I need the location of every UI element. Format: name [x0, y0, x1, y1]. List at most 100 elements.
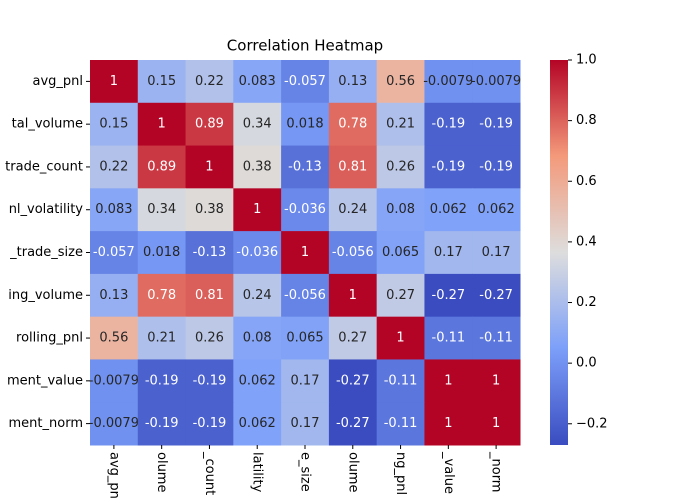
heat-cell: [137, 316, 187, 360]
heat-cell: [472, 145, 521, 189]
heat-cell: [185, 60, 234, 104]
heat-cell: [424, 231, 473, 275]
heat-cell: [185, 145, 234, 189]
heat-cell: [281, 102, 330, 147]
heat-cell: [233, 359, 282, 403]
heat-cell: [328, 316, 378, 360]
colorbar-tick-label: 0.8: [576, 113, 597, 128]
heat-cell: [137, 188, 187, 232]
cell-label: 0.08: [243, 331, 272, 346]
cell-label: 0.17: [291, 416, 320, 431]
heat-cell: [424, 402, 473, 446]
cell-label: 0.78: [147, 288, 176, 303]
y-tick-label: _trade_size: [9, 245, 83, 260]
heat-cell: [424, 316, 473, 360]
cell-label: 1: [349, 288, 357, 303]
heat-cell: [328, 60, 378, 104]
cell-label: -0.27: [479, 288, 513, 303]
cell-label: 0.15: [99, 117, 128, 132]
y-tick-label: tal_volume: [12, 117, 83, 132]
heat-cell: [185, 231, 234, 275]
heat-cell: [281, 145, 330, 189]
cell-label: -0.0079: [471, 74, 521, 89]
heat-cell: [185, 316, 234, 360]
colorbar-tick-label: 0.0: [576, 356, 597, 371]
x-tick-label: ng_pnl: [393, 452, 408, 495]
cell-label: -0.0079: [89, 416, 139, 431]
cell-label: 0.89: [147, 159, 176, 174]
heat-cell: [376, 231, 425, 275]
heat-cell: [472, 316, 521, 360]
heat-cell: [185, 188, 234, 232]
heat-cell: [328, 188, 378, 232]
cell-label: 0.81: [195, 288, 224, 303]
x-tick-label: olume: [154, 452, 169, 492]
cell-label: 0.26: [195, 331, 224, 346]
cell-label: 0.78: [338, 117, 367, 132]
cell-label: 0.17: [434, 245, 463, 260]
cell-label: -0.19: [479, 159, 513, 174]
heat-cell: [233, 231, 282, 275]
y-tick-label: ing_volume: [8, 288, 83, 303]
y-tick-label: trade_count: [5, 159, 83, 174]
cell-label: 0.062: [239, 416, 276, 431]
heat-cell: [281, 60, 330, 104]
cell-label: -0.13: [288, 159, 322, 174]
cell-label: -0.27: [432, 288, 466, 303]
heat-cell: [281, 402, 330, 446]
x-tick-label: olume: [345, 452, 360, 492]
heat-cell: [472, 359, 521, 403]
heat-cell: [90, 145, 139, 189]
heat-cell: [281, 359, 330, 403]
cell-label: 1: [492, 373, 500, 388]
y-tick-label: ment_value: [7, 373, 83, 388]
cell-label: 0.26: [386, 159, 415, 174]
cell-label: -0.11: [432, 331, 466, 346]
cell-label: -0.057: [284, 74, 326, 89]
heat-cell: [328, 231, 378, 275]
cell-label: -0.11: [384, 373, 418, 388]
x-tick-label: _value: [441, 451, 456, 494]
heat-cell: [90, 60, 139, 104]
heat-cell: [137, 402, 187, 446]
heat-cell: [137, 231, 187, 275]
cell-label: 0.56: [99, 331, 128, 346]
cell-label: -0.057: [93, 245, 135, 260]
heat-cell: [90, 273, 139, 318]
cell-label: 0.13: [99, 288, 128, 303]
cell-label: 0.062: [239, 373, 276, 388]
colorbar-tick-label: 0.6: [576, 174, 597, 189]
heat-cell: [281, 231, 330, 275]
heat-cell: [376, 188, 425, 232]
cell-label: -0.19: [145, 416, 179, 431]
cell-label: -0.036: [236, 245, 278, 260]
cell-label: 1: [492, 416, 500, 431]
cell-label: 0.062: [478, 202, 515, 217]
cell-label: -0.19: [145, 373, 179, 388]
heat-cell: [328, 359, 378, 403]
heat-cell: [281, 273, 330, 318]
heat-cell: [281, 188, 330, 232]
y-tick-label: rolling_pnl: [16, 331, 83, 346]
cell-label: 0.083: [95, 202, 132, 217]
y-tick-label: ment_norm: [9, 416, 83, 431]
heat-cell: [137, 60, 187, 104]
heat-cell: [137, 145, 187, 189]
cell-label: -0.13: [193, 245, 227, 260]
heat-cell: [328, 402, 378, 446]
heat-cell: [424, 145, 473, 189]
heat-cell: [328, 102, 378, 147]
cell-label: 0.22: [195, 74, 224, 89]
cell-label: 0.34: [243, 117, 272, 132]
heat-cell: [90, 188, 139, 232]
cell-label: 0.018: [286, 117, 323, 132]
cell-label: 0.21: [147, 331, 176, 346]
heat-cell: [424, 359, 473, 403]
cell-label: 1: [158, 117, 166, 132]
heat-cell: [424, 188, 473, 232]
cell-label: 0.38: [195, 202, 224, 217]
cell-label: 0.065: [382, 245, 419, 260]
heat-cell: [90, 231, 139, 275]
cell-label: -0.27: [336, 416, 370, 431]
